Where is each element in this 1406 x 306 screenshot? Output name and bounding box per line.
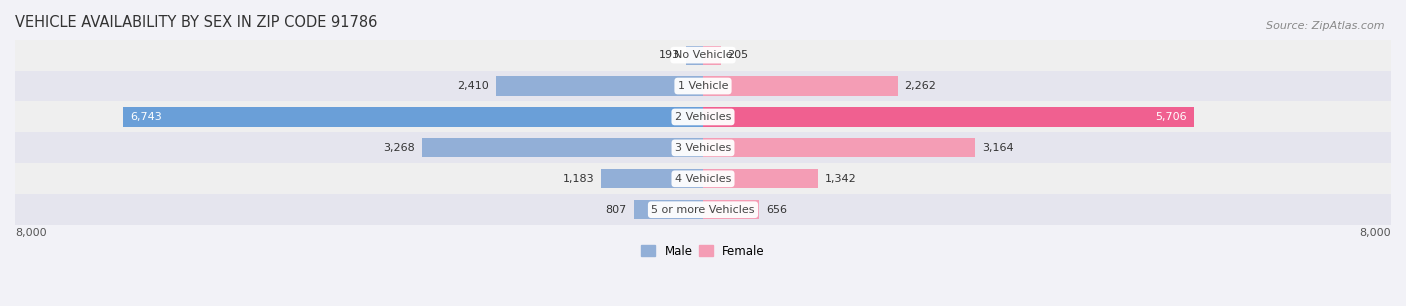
Text: 807: 807	[606, 205, 627, 215]
Bar	[15, 71, 1391, 102]
Legend: Male, Female: Male, Female	[637, 240, 769, 262]
Text: 3,268: 3,268	[384, 143, 415, 153]
Bar	[703, 138, 976, 158]
Text: 193: 193	[658, 50, 679, 60]
Bar	[703, 200, 759, 219]
Text: Source: ZipAtlas.com: Source: ZipAtlas.com	[1267, 21, 1385, 32]
Text: 1,342: 1,342	[825, 174, 858, 184]
Bar	[15, 40, 1391, 71]
Text: 2,410: 2,410	[457, 81, 489, 91]
Bar	[703, 76, 897, 95]
Bar	[124, 107, 703, 127]
Text: 6,743: 6,743	[129, 112, 162, 122]
Text: 2,262: 2,262	[904, 81, 936, 91]
Text: 2 Vehicles: 2 Vehicles	[675, 112, 731, 122]
Bar	[703, 46, 721, 65]
Text: VEHICLE AVAILABILITY BY SEX IN ZIP CODE 91786: VEHICLE AVAILABILITY BY SEX IN ZIP CODE …	[15, 15, 377, 30]
Text: 3 Vehicles: 3 Vehicles	[675, 143, 731, 153]
Bar	[686, 46, 703, 65]
Text: 1,183: 1,183	[562, 174, 595, 184]
Text: 205: 205	[727, 50, 748, 60]
Text: 4 Vehicles: 4 Vehicles	[675, 174, 731, 184]
Bar	[634, 200, 703, 219]
Text: 3,164: 3,164	[981, 143, 1014, 153]
Text: 8,000: 8,000	[1360, 228, 1391, 238]
Bar	[422, 138, 703, 158]
Text: 656: 656	[766, 205, 787, 215]
Text: 5,706: 5,706	[1156, 112, 1187, 122]
Bar	[15, 194, 1391, 225]
Bar	[703, 169, 818, 188]
Bar	[15, 102, 1391, 132]
Bar	[496, 76, 703, 95]
Text: 8,000: 8,000	[15, 228, 46, 238]
Text: 1 Vehicle: 1 Vehicle	[678, 81, 728, 91]
Bar	[15, 163, 1391, 194]
Bar	[703, 107, 1194, 127]
Text: No Vehicle: No Vehicle	[673, 50, 733, 60]
Text: 5 or more Vehicles: 5 or more Vehicles	[651, 205, 755, 215]
Bar	[602, 169, 703, 188]
Bar	[15, 132, 1391, 163]
